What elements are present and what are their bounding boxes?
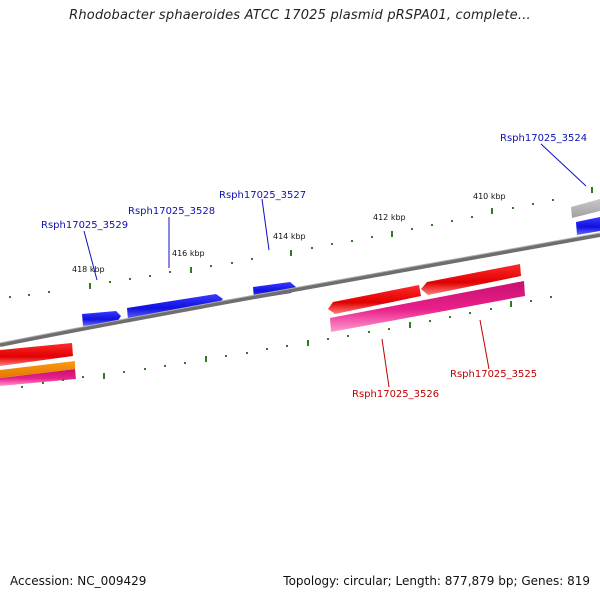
tick-label-414: 414 kbp [273,232,306,241]
leader-lines [83,143,587,388]
reverse-cds [0,281,525,386]
reverse-genes [0,264,521,366]
gene-label-3527[interactable]: Rsph17025_3527 [219,190,306,201]
cds-pink-main[interactable] [330,281,525,332]
gene-label-3529[interactable]: Rsph17025_3529 [41,220,128,231]
gene-rsph17025-3526[interactable] [328,285,421,314]
tick-label-410: 410 kbp [473,192,506,201]
tick-label-416: 416 kbp [172,249,205,258]
cds-pink-left[interactable] [0,369,76,386]
tick-label-412: 412 kbp [373,213,406,222]
summary-text: Topology: circular; Length: 877,879 bp; … [283,574,590,588]
gene-rsph17025-3525[interactable] [421,264,521,295]
gene-rsph17025-3524[interactable] [576,217,600,235]
grey-feature[interactable] [571,199,600,218]
gene-left-red[interactable] [0,343,73,366]
gene-rsph17025-3528[interactable] [127,294,223,320]
inner-tick-ring [21,296,552,388]
orange-feature[interactable] [0,361,75,378]
backbone-arc [0,233,600,347]
gene-label-3524[interactable]: Rsph17025_3524 [500,133,587,144]
gene-label-3525[interactable]: Rsph17025_3525 [450,369,537,380]
gene-label-3526[interactable]: Rsph17025_3526 [352,389,439,400]
map-title: Rhodobacter sphaeroides ATCC 17025 plasm… [69,8,531,23]
gene-label-3528[interactable]: Rsph17025_3528 [128,206,215,217]
tick-label-418: 418 kbp [72,265,105,274]
accession-text: Accession: NC_009429 [10,574,147,588]
outer-tick-ring [9,187,593,298]
